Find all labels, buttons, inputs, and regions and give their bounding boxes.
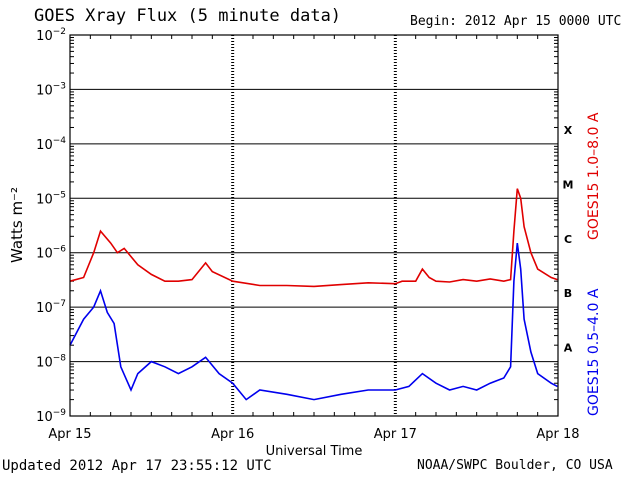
begin-timestamp: Begin: 2012 Apr 15 0000 UTC <box>410 14 622 29</box>
x-tick-label: Apr 18 <box>536 427 579 442</box>
updated-timestamp: Updated 2012 Apr 17 23:55:12 UTC <box>2 458 272 474</box>
y-tick-label: 10−9 <box>36 408 66 425</box>
series-line-short <box>69 242 558 401</box>
flare-class-label: C <box>564 233 572 246</box>
flare-class-label: A <box>564 342 573 355</box>
flare-class-label: B <box>564 287 572 300</box>
y-axis-title: Watts m⁻² <box>8 187 26 263</box>
y-tick-label: 10−5 <box>36 190 66 207</box>
y-tick-label: 10−2 <box>36 27 66 44</box>
y-tick-label: 10−3 <box>36 81 66 98</box>
flare-class-label: M <box>563 178 574 191</box>
y-tick-label: 10−4 <box>36 136 66 153</box>
x-tick-label: Apr 16 <box>211 427 254 442</box>
legend-short-channel: GOES15 0.5–4.0 A <box>586 288 602 416</box>
chart-title: GOES Xray Flux (5 minute data) <box>34 6 342 26</box>
y-tick-label: 10−6 <box>36 245 66 262</box>
label-layer: 10−9 10−8 10−7 10−6 10−5 10−4 10−3 10−2 Apr 15 Ap… <box>8 27 602 459</box>
grid-layer <box>70 35 558 416</box>
y-tick-label: 10−7 <box>36 299 66 316</box>
x-tick-label: Apr 17 <box>374 427 417 442</box>
x-axis-title: Universal Time <box>266 444 363 459</box>
y-tick-label: 10−8 <box>36 354 66 371</box>
legend-long-channel: GOES15 1.0–8.0 A <box>586 112 602 240</box>
series-line-long <box>69 188 558 288</box>
plot-frame <box>69 34 559 417</box>
flare-class-label: X <box>564 124 573 137</box>
series-layer <box>69 188 558 401</box>
credit-label: NOAA/SWPC Boulder, CO USA <box>417 458 613 473</box>
x-tick-label: Apr 15 <box>48 427 91 442</box>
